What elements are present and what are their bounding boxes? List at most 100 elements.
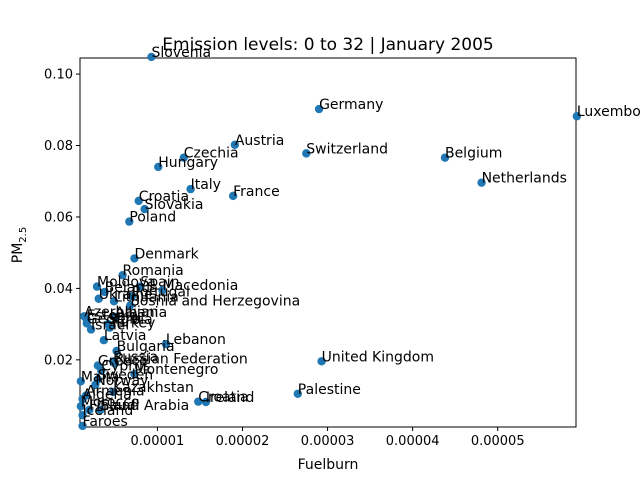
data-point-label: Russia [113, 350, 158, 366]
y-axis-ticks: 0.02 0.04 0.06 0.08 0.10 [44, 68, 80, 368]
data-point-label: Morocco [81, 394, 140, 410]
data-point-label: Azerbaijan [84, 304, 158, 320]
data-point-label: Bulgaria [117, 339, 175, 355]
x-axis-ticks: 0.00001 0.00002 0.00003 0.00004 0.00005 [131, 427, 525, 449]
data-point [110, 312, 120, 322]
data-point [477, 178, 486, 187]
data-point-label: Romania [123, 263, 184, 279]
data-point-label: Croatia [139, 189, 189, 205]
data-point-label: Hungary [158, 155, 218, 171]
data-point-label: Latvia [104, 328, 147, 344]
data-point [78, 411, 87, 420]
data-point-label: Austria [235, 133, 284, 149]
y-axis-label: PM2.5 [10, 227, 29, 263]
data-point-label: Albania [115, 305, 167, 321]
data-point [118, 270, 127, 280]
data-point-label: Turkey [109, 316, 156, 332]
data-point-label: Italy [191, 177, 221, 193]
data-point-label: Ukraine [99, 287, 153, 303]
data-point-label: Germany [319, 97, 383, 113]
data-point-label: Belgium [445, 146, 502, 162]
data-point [85, 405, 94, 415]
data-point-label: Ireland [206, 390, 254, 406]
data-point-label: Armenia [86, 384, 145, 400]
x-tick-label: 0.00005 [471, 434, 525, 449]
data-point-label: Spain [140, 275, 179, 291]
data-point [76, 402, 86, 411]
data-point-label: Portugal [132, 284, 190, 300]
data-point-label: Montenegro [134, 362, 218, 378]
y-axis-label-main: PM [10, 243, 26, 264]
data-point-label: Switzerland [306, 141, 388, 157]
data-point-label: Finland [89, 398, 139, 414]
data-point [293, 389, 302, 398]
data-point-label: Slovenia [151, 45, 211, 61]
data-point-label: Macedonia [163, 278, 239, 294]
data-point-label: Estonia [87, 308, 139, 324]
data-point [228, 191, 238, 201]
data-point-label: Moldova [97, 275, 156, 291]
data-point [97, 366, 106, 375]
data-point-label: Iceland [83, 403, 134, 419]
data-point [96, 405, 105, 415]
data-point [440, 153, 450, 162]
data-point [91, 380, 100, 390]
data-point [109, 297, 119, 306]
data-point [317, 357, 326, 366]
data-point [230, 140, 240, 150]
data-point-label: Belarus [105, 280, 158, 296]
y-tick-label: 0.10 [44, 68, 73, 83]
chart-title: Emission levels: 0 to 32 | January 2005 [162, 35, 493, 55]
plot-area: 0.00001 0.00002 0.00003 0.00004 0.00005 0.02… [44, 45, 640, 449]
data-point-label: Lebanon [166, 332, 226, 348]
data-point-label: Cyprus [101, 359, 150, 375]
data-point [572, 112, 582, 121]
data-point [94, 294, 103, 303]
data-point-label: Denmark [134, 246, 199, 262]
data-point-label: Luxembourg [577, 104, 640, 120]
data-point [105, 323, 114, 332]
data-point-label: Kazakhstan [113, 380, 194, 396]
data-point [99, 335, 109, 345]
data-point [110, 359, 120, 368]
data-point-label: Sweden [98, 367, 153, 383]
data-point-label: Poland [129, 210, 176, 226]
y-axis-label-subscript: 2.5 [18, 227, 29, 243]
data-point [112, 346, 121, 356]
data-point-label: Lithuania [114, 289, 179, 305]
data-point [130, 254, 139, 263]
data-point [108, 387, 118, 397]
data-point-label: Bosnia and Herzegovina [130, 294, 300, 310]
data-point-label: Russian Federation [115, 351, 248, 367]
data-point-label: France [233, 184, 280, 200]
y-tick-label: 0.02 [44, 353, 73, 368]
data-point [100, 287, 109, 297]
data-point [158, 285, 167, 295]
data-points [76, 52, 582, 431]
data-point-label: Algeria [83, 387, 132, 403]
data-point-label: Slovakia [145, 197, 204, 213]
data-point [179, 153, 188, 162]
data-point [140, 204, 149, 214]
data-point [134, 196, 143, 206]
data-point [86, 325, 96, 334]
x-tick-label: 0.00001 [131, 434, 185, 449]
data-point-label: Greece [98, 354, 148, 370]
data-point [125, 217, 134, 226]
data-point [194, 397, 203, 406]
data-point [127, 292, 137, 301]
data-point-label: Saudi Arabia [100, 398, 189, 414]
data-point [154, 162, 163, 172]
data-point-label: Czechia [184, 146, 239, 162]
x-tick-label: 0.00004 [386, 434, 440, 449]
y-tick-label: 0.08 [44, 139, 73, 154]
data-point-label: Malta [81, 369, 120, 385]
data-point [161, 339, 171, 349]
y-tick-label: 0.06 [44, 210, 73, 225]
x-axis-label: Fuelburn [298, 457, 359, 473]
data-point [314, 104, 324, 114]
y-tick-label: 0.04 [44, 282, 73, 297]
data-point [147, 52, 156, 62]
data-point-label: Palestine [298, 382, 361, 398]
